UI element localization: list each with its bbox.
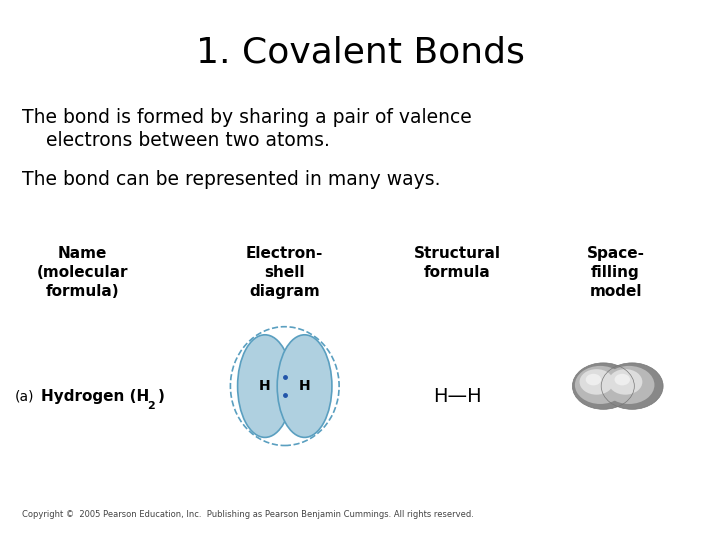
Text: Copyright ©  2005 Pearson Education, Inc.  Publishing as Pearson Benjamin Cummin: Copyright © 2005 Pearson Education, Inc.… [22, 510, 474, 519]
Ellipse shape [277, 335, 332, 437]
Ellipse shape [580, 369, 613, 395]
Text: ): ) [158, 389, 165, 404]
Text: Space-
filling
model: Space- filling model [587, 246, 644, 299]
Ellipse shape [614, 374, 630, 386]
Text: 2: 2 [148, 401, 156, 410]
Ellipse shape [601, 363, 663, 409]
Text: 1. Covalent Bonds: 1. Covalent Bonds [196, 35, 524, 69]
Text: Hydrogen (H: Hydrogen (H [41, 389, 149, 404]
Ellipse shape [238, 335, 292, 437]
Ellipse shape [575, 366, 626, 404]
Ellipse shape [608, 369, 642, 395]
Text: Electron-
shell
diagram: Electron- shell diagram [246, 246, 323, 299]
Text: Name
(molecular
formula): Name (molecular formula) [37, 246, 129, 299]
Text: H—H: H—H [433, 387, 482, 407]
Text: The bond is formed by sharing a pair of valence
    electrons between two atoms.: The bond is formed by sharing a pair of … [22, 108, 472, 151]
Text: The bond can be represented in many ways.: The bond can be represented in many ways… [22, 170, 440, 189]
Text: (a): (a) [14, 390, 34, 404]
Ellipse shape [572, 363, 634, 409]
Text: H: H [299, 379, 310, 393]
Text: Structural
formula: Structural formula [414, 246, 500, 280]
Ellipse shape [603, 366, 654, 404]
Text: H: H [259, 379, 271, 393]
Ellipse shape [585, 374, 601, 386]
